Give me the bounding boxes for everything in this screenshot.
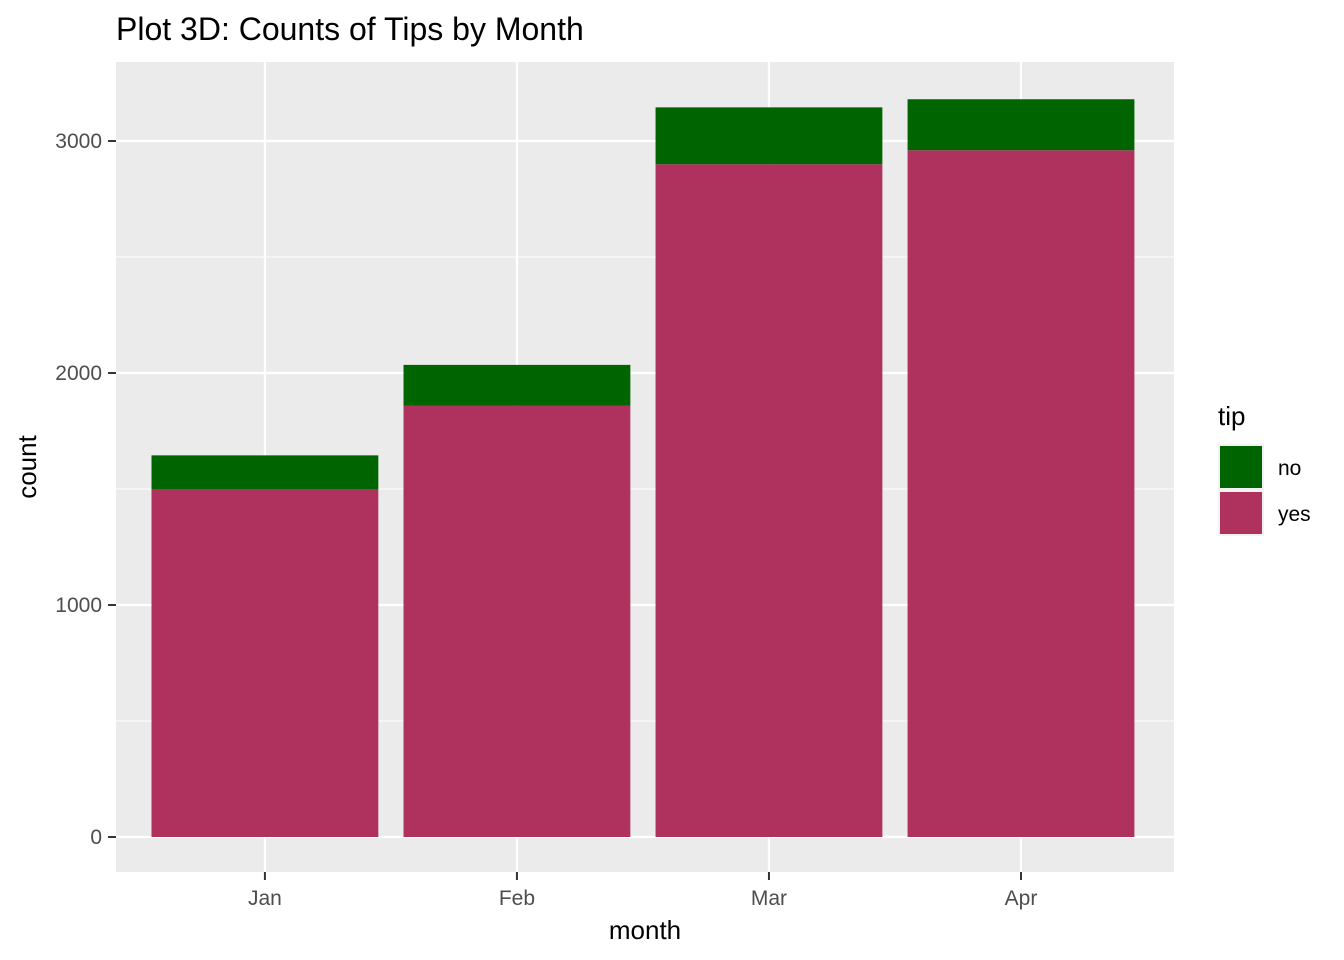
bar-yes-feb [403, 405, 631, 837]
legend-title: tip [1218, 401, 1245, 431]
bar-no-feb [403, 364, 631, 406]
axes: 0 1000 2000 3000 Jan Feb Mar Apr [55, 130, 1037, 910]
bar-yes-jan [151, 489, 379, 837]
y-axis-title: count [12, 434, 42, 498]
y-tick-label: 2000 [55, 362, 102, 385]
x-tick-label: Feb [499, 887, 535, 910]
bar-no-apr [907, 99, 1135, 151]
bar-no-mar [655, 107, 883, 165]
legend-swatch-yes [1220, 492, 1262, 534]
legend-entries: no yes [1218, 444, 1311, 536]
legend-swatch-no [1220, 446, 1262, 488]
x-tick-label: Mar [751, 887, 787, 910]
y-tick-label: 3000 [55, 130, 102, 153]
bar-yes-apr [907, 150, 1135, 837]
chart-title: Plot 3D: Counts of Tips by Month [116, 11, 584, 47]
x-tick-label: Jan [248, 887, 282, 910]
legend-label-no: no [1278, 457, 1301, 480]
bar-yes-mar [655, 164, 883, 837]
bars [151, 99, 1135, 837]
legend: tip no yes [1218, 401, 1311, 536]
y-tick-label: 1000 [55, 594, 102, 617]
x-tick-label: Apr [1005, 887, 1038, 910]
legend-label-yes: yes [1278, 503, 1311, 526]
y-tick-label: 0 [90, 826, 102, 849]
bar-no-jan [151, 455, 379, 489]
x-axis-title: month [609, 915, 681, 945]
